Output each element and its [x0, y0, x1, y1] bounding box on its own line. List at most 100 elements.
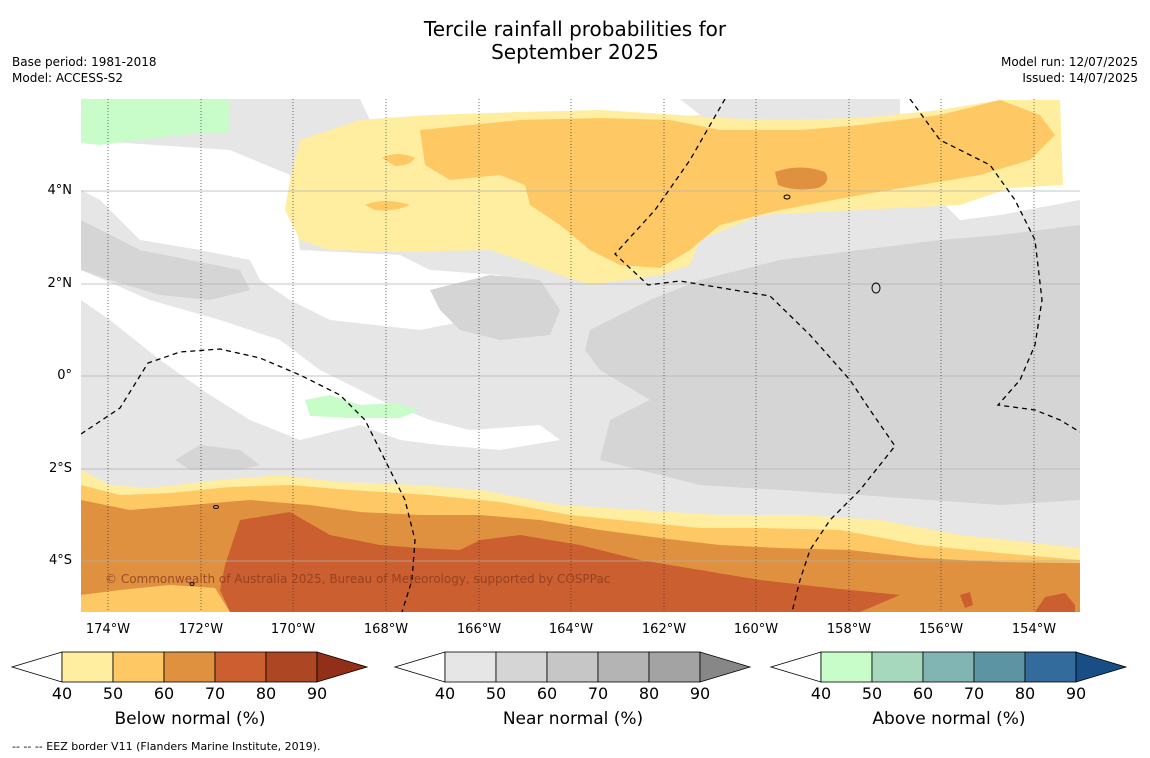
colorbar-segment [922, 651, 975, 683]
eez-border-samoa [81, 348, 416, 612]
colorbar-arrow-low [393, 651, 446, 683]
probability-fields [81, 99, 1080, 612]
lat-tick: 2°N [47, 276, 73, 291]
colorbar-segment [495, 651, 548, 683]
island-b [213, 505, 219, 509]
colorbar-title-above: Above normal (%) [872, 709, 1026, 729]
colorbar-tick-label: 70 [587, 684, 609, 703]
colorbar-segment [973, 651, 1026, 683]
colorbar-tick-label: 80 [255, 684, 277, 703]
colorbar-title-below: Below normal (%) [114, 709, 266, 729]
colorbar-segment [444, 651, 497, 683]
island-a [783, 194, 791, 200]
lon-tick: 156°W [918, 622, 964, 637]
lat-tick: 2°S [48, 461, 72, 476]
above-normal-40-top-left [81, 99, 230, 145]
lon-tick: 168°W [363, 622, 409, 637]
colorbars [10, 651, 1128, 683]
colorbar-tick-label: 90 [689, 684, 711, 703]
below-normal-60-spot-north [775, 167, 828, 190]
island-c [189, 582, 195, 586]
lon-tick: 164°W [548, 622, 594, 637]
lat-tick: 4°S [48, 553, 72, 568]
colorbar-arrow-low [769, 651, 822, 683]
colorbar-segment [820, 651, 873, 683]
white-region-upper-left [81, 140, 520, 330]
lat-tick: 0° [57, 368, 72, 383]
white-blob-small [145, 201, 177, 240]
colorbar-tick-label: 50 [485, 684, 507, 703]
colorbar-tick-label: 90 [1065, 684, 1087, 703]
below-normal-70-spot-east-b [1035, 593, 1075, 612]
eez-borders [81, 99, 1080, 612]
islands [189, 194, 881, 586]
colorbar-segment [546, 651, 599, 683]
colorbar-segment [163, 651, 216, 683]
below-normal-50-north [420, 100, 1055, 268]
below-normal-70-spot-east-a [960, 592, 973, 608]
lon-tick: 170°W [270, 622, 316, 637]
colorbar-segment [648, 651, 701, 683]
colorbar-segment [1024, 651, 1077, 683]
eez-border-kiribati [614, 99, 896, 612]
lon-tick: 174°W [85, 622, 131, 637]
colorbar-segment [61, 651, 114, 683]
meta-left: Base period: 1981-2018 Model: ACCESS-S2 [12, 54, 157, 86]
below-normal-50-strip-bottom [81, 585, 230, 612]
colorbar-tick-label: 90 [306, 684, 328, 703]
lon-tick: 172°W [178, 622, 224, 637]
colorbar-above-normal [769, 651, 1128, 683]
island-kiritimati [871, 282, 881, 294]
colorbar-arrow-high [1075, 651, 1128, 683]
colorbar-tick-label: 80 [1014, 684, 1036, 703]
colorbar-segment [597, 651, 650, 683]
colorbar-arrow-high [699, 651, 752, 683]
colorbar-tick-label: 70 [204, 684, 226, 703]
below-normal-50-spot-b [365, 201, 410, 211]
eez-legend-note: -- -- -- EEZ border V11 (Flanders Marine… [12, 740, 321, 753]
colorbar-arrow-low [10, 651, 63, 683]
lon-tick: 154°W [1011, 622, 1057, 637]
colorbar-segment [871, 651, 924, 683]
copyright-notice: © Commonwealth of Australia 2025, Bureau… [105, 572, 611, 586]
title-line-2: September 2025 [491, 40, 659, 64]
colorbar-segment [265, 651, 318, 683]
colorbar-tick-label: 60 [912, 684, 934, 703]
colorbar-tick-label: 40 [810, 684, 832, 703]
below-normal-50-spot-a [382, 154, 415, 166]
lon-tick: 160°W [733, 622, 779, 637]
map-title: Tercile rainfall probabilities for Septe… [375, 18, 775, 64]
lon-tick: 162°W [641, 622, 687, 637]
issued-date: Issued: 14/07/2025 [1022, 71, 1138, 85]
near-normal-50-right [585, 225, 1080, 505]
colorbar-near-normal [393, 651, 752, 683]
base-period: Base period: 1981-2018 [12, 55, 157, 69]
lat-tick: 4°N [47, 183, 73, 198]
lon-tick: 166°W [456, 622, 502, 637]
model-name: Model: ACCESS-S2 [12, 71, 124, 85]
colorbar-tick-label: 60 [153, 684, 175, 703]
colorbar-segment [214, 651, 267, 683]
near-normal-50-left [81, 220, 250, 300]
model-run: Model run: 12/07/2025 [1000, 55, 1138, 69]
colorbar-title-near: Near normal (%) [502, 709, 644, 729]
meta-right: Model run: 12/07/2025 Issued: 14/07/2025 [1001, 54, 1138, 86]
colorbar-tick-label: 40 [434, 684, 456, 703]
title-line-1: Tercile rainfall probabilities for [423, 17, 727, 41]
colorbar-segment [112, 651, 165, 683]
near-normal-50-center [430, 275, 560, 340]
colorbar-tick-label: 70 [963, 684, 985, 703]
colorbar-tick-label: 80 [638, 684, 660, 703]
colorbar-arrow-high [316, 651, 369, 683]
lon-tick: 158°W [826, 622, 872, 637]
near-normal-50-lower-left [175, 445, 260, 470]
colorbar-tick-label: 40 [51, 684, 73, 703]
colorbar-below-normal [10, 651, 369, 683]
above-normal-40-center [305, 395, 420, 418]
colorbar-tick-label: 50 [102, 684, 124, 703]
colorbar-tick-label: 50 [861, 684, 883, 703]
colorbar-tick-label: 60 [536, 684, 558, 703]
below-normal-70-south [220, 512, 900, 612]
lat-gridlines [81, 190, 1080, 562]
